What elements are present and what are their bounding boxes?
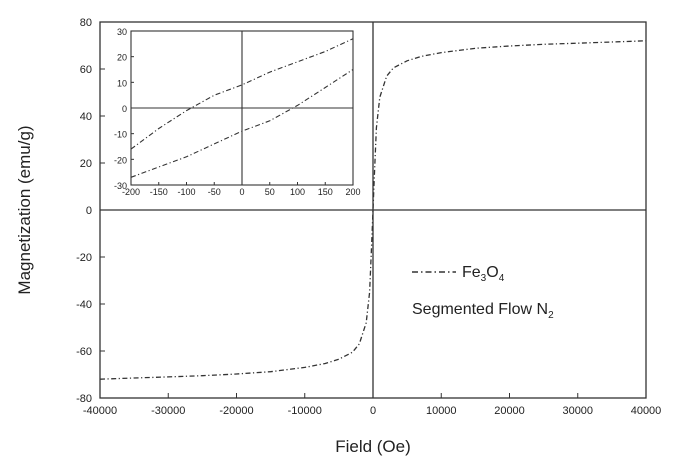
inset-y-tick-label: 10 bbox=[117, 78, 127, 88]
inset-x-tick-label: -200 bbox=[122, 187, 140, 197]
inset-x-tick-label: 0 bbox=[239, 187, 244, 197]
inset-y-tick-label: -30 bbox=[114, 181, 127, 191]
legend-entry-sub3: 3 bbox=[481, 273, 487, 284]
main-y-tick-label: 40 bbox=[80, 111, 92, 123]
y-axis-title: Magnetization (emu/g) bbox=[15, 125, 34, 294]
main-y-tick-label: 80 bbox=[80, 17, 92, 29]
main-y-tick-label: -80 bbox=[76, 393, 92, 405]
inset-y-tick-label: 30 bbox=[117, 27, 127, 37]
inset-x-tick-label: 50 bbox=[265, 187, 275, 197]
legend: Fe3O4 Segmented Flow N2 bbox=[412, 264, 554, 321]
main-x-tick-label: 10000 bbox=[426, 405, 457, 417]
main-y-tick-label: -40 bbox=[76, 299, 92, 311]
legend-caption-base: Segmented Flow N bbox=[412, 301, 548, 318]
main-x-tick-label: 30000 bbox=[562, 405, 593, 417]
inset-y-tick-label: -20 bbox=[114, 155, 127, 165]
main-y-tick-label: -20 bbox=[76, 252, 92, 264]
main-y-tick-label: 0 bbox=[86, 205, 92, 217]
main-x-tick-label: -30000 bbox=[151, 405, 185, 417]
main-y-tick-label: 20 bbox=[80, 158, 92, 170]
legend-entry-sub4: 4 bbox=[499, 273, 505, 284]
inset-series-line-1 bbox=[130, 38, 354, 150]
inset-series-line-2 bbox=[130, 69, 354, 178]
inset-y-tick-label: 20 bbox=[117, 53, 127, 63]
legend-caption: Segmented Flow N2 bbox=[412, 301, 554, 321]
main-x-tick-label: 40000 bbox=[631, 405, 662, 417]
legend-entry-fe: Fe bbox=[462, 264, 481, 281]
main-y-tick-label: -60 bbox=[76, 346, 92, 358]
main-x-tick-label: -10000 bbox=[288, 405, 322, 417]
main-x-tick-label: -40000 bbox=[83, 405, 117, 417]
legend-entry-fe3o4: Fe3O4 bbox=[462, 264, 505, 284]
inset-y-tick-label: -10 bbox=[114, 130, 127, 140]
inset-x-tick-label: 200 bbox=[345, 187, 360, 197]
inset-plot-area: -200 -150 -100 -50 0 50 100 150 200-30-20-100102… bbox=[114, 27, 361, 197]
x-axis-title: Field (Oe) bbox=[335, 437, 411, 456]
main-x-tick-label: -20000 bbox=[219, 405, 253, 417]
main-series-line-1 bbox=[99, 40, 647, 380]
inset-x-tick-label: 100 bbox=[290, 187, 305, 197]
legend-caption-sub: 2 bbox=[548, 310, 554, 321]
inset-x-tick-label: -50 bbox=[208, 187, 221, 197]
inset-x-tick-label: -150 bbox=[150, 187, 168, 197]
legend-entry-o: O bbox=[486, 264, 498, 281]
inset-x-tick-label: 150 bbox=[318, 187, 333, 197]
inset-y-tick-label: 0 bbox=[122, 104, 127, 114]
main-x-tick-label: 20000 bbox=[494, 405, 525, 417]
inset-x-tick-label: -100 bbox=[177, 187, 195, 197]
main-y-tick-label: 60 bbox=[80, 64, 92, 76]
main-x-tick-label: 0 bbox=[370, 405, 376, 417]
